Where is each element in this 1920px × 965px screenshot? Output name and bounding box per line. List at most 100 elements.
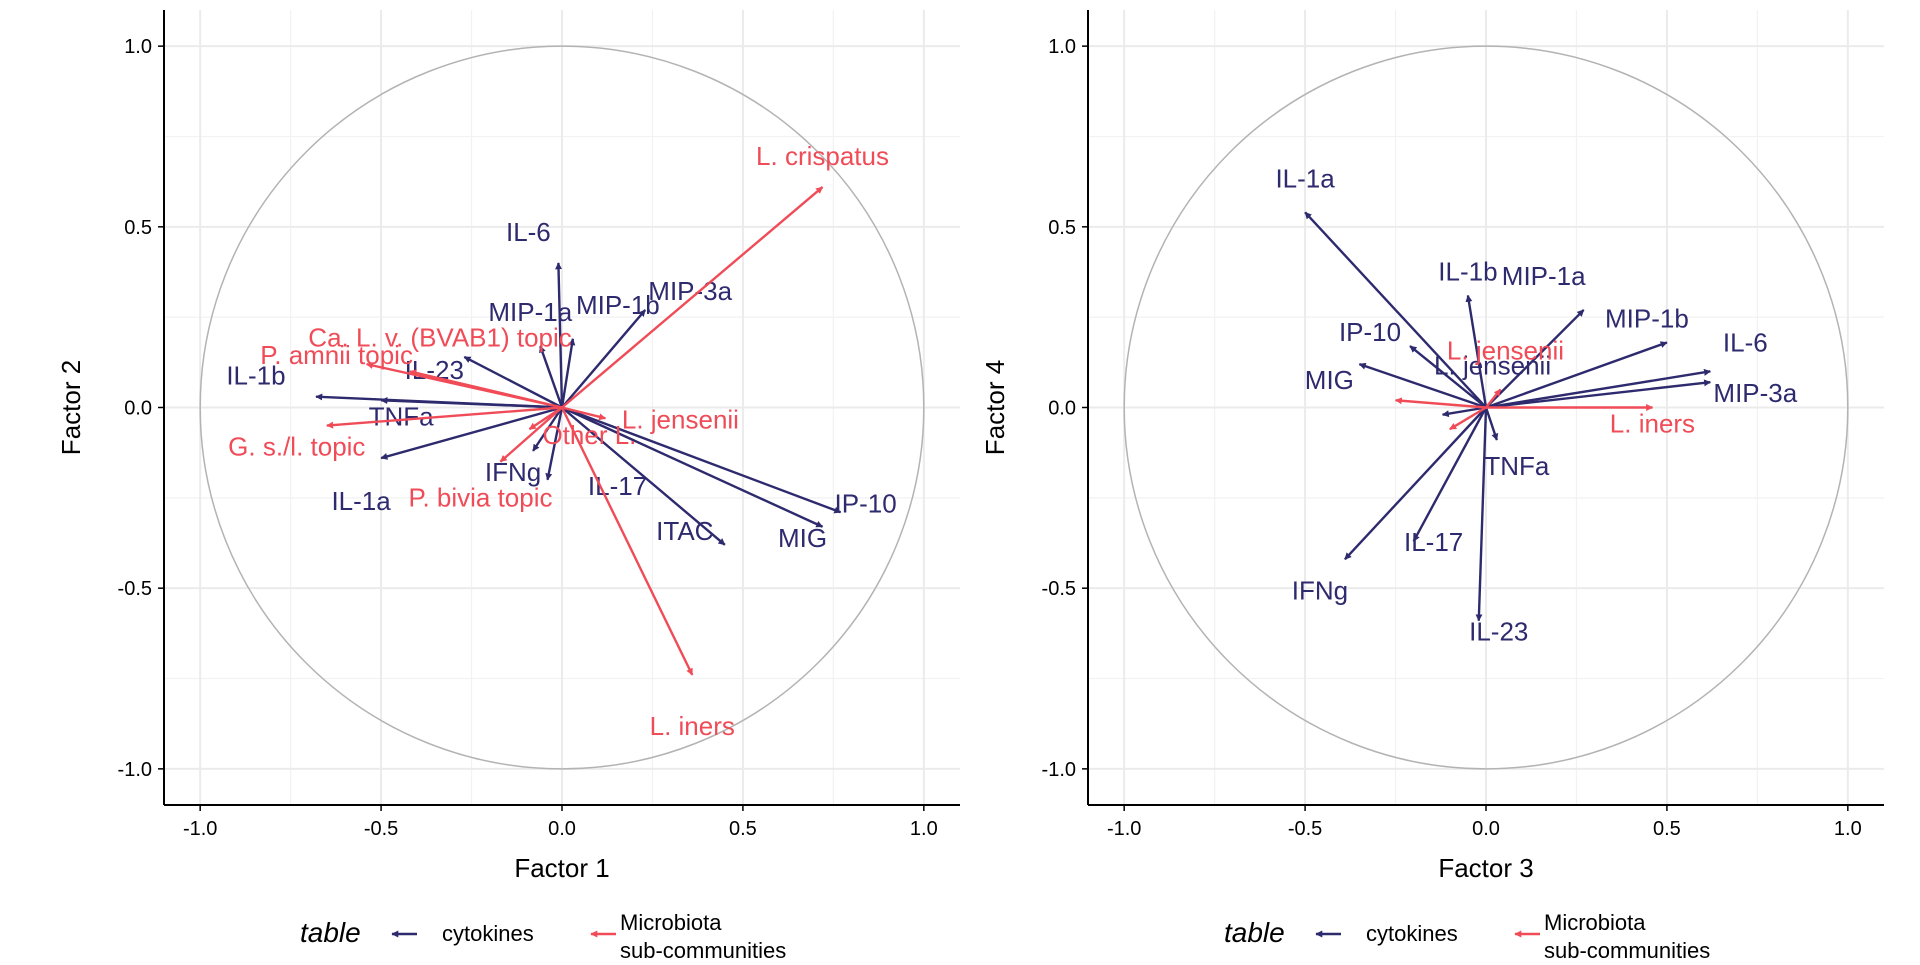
microbiota-label: Other L. — [542, 420, 636, 450]
x-tick-label: 1.0 — [1834, 818, 1862, 840]
legend-label-cytokines: cytokines — [1366, 921, 1458, 946]
plot-panel-2: -1.0 -0.5 0.0 0.5 1.0 -1.0 -0.5 0.0 0.5 1.0 Factor… — [980, 10, 1884, 963]
cytokine-label: TNFa — [369, 401, 435, 431]
microbiota-label: L. iners — [650, 711, 735, 741]
cytokine-label: ITAC — [656, 516, 713, 546]
cytokine-label: IL-1a — [331, 486, 391, 516]
cytokine-label: IL-6 — [1723, 327, 1768, 357]
x-tick-label: 0.0 — [548, 818, 576, 840]
cytokine-arrow — [1484, 407, 1499, 441]
cytokine-label: IL-1b — [1438, 256, 1497, 286]
y-tick-label: 1.0 — [124, 36, 152, 58]
cytokine-arrow — [1485, 309, 1585, 409]
microbiota-arrow — [561, 186, 824, 409]
legend-label-cytokines: cytokines — [442, 921, 534, 946]
cytokine-arrow — [1409, 345, 1487, 409]
microbiota-arrow — [499, 406, 563, 463]
unit-circle — [1123, 45, 1849, 770]
cytokine-label: MIP-1b — [1605, 303, 1689, 333]
y-tick-label: 1.0 — [1048, 36, 1076, 58]
cytokine-arrow — [1475, 407, 1488, 622]
y-axis-title: Factor 4 — [980, 360, 1010, 455]
y-tick-label: -0.5 — [1042, 578, 1076, 600]
microbiota-arrow — [561, 406, 607, 421]
x-tick-label: -0.5 — [1288, 818, 1322, 840]
microbiota-label: Ca. L. v. (BVAB1) topic — [308, 322, 571, 352]
y-axis-title: Factor 2 — [56, 360, 86, 455]
microbiota-label: L. jensenii — [622, 404, 739, 434]
cytokine-arrow — [1412, 406, 1488, 542]
cytokine-arrow — [1485, 368, 1712, 409]
y-tick-label: -1.0 — [118, 759, 152, 781]
cytokine-label: MIP-1b — [576, 290, 660, 320]
cytokine-label: IL-17 — [1404, 527, 1463, 557]
cytokine-arrow — [1485, 341, 1668, 409]
cytokine-arrow — [561, 309, 647, 409]
microbiota-arrow — [1449, 406, 1487, 431]
cytokine-label: MIG — [1305, 365, 1354, 395]
cytokine-arrow — [380, 406, 563, 460]
cytokine-arrow — [561, 406, 842, 514]
microbiota-label: L. jensenii — [1447, 335, 1564, 365]
microbiota-arrow — [409, 369, 563, 409]
y-tick-label: -0.5 — [118, 578, 152, 600]
legend-label-microbiota-line2: sub-communities — [620, 938, 786, 960]
x-tick-label: 0.0 — [1472, 818, 1500, 840]
x-tick-label: 1.0 — [910, 818, 938, 840]
cytokine-arrow — [463, 355, 563, 409]
cytokine-label: IL-6 — [506, 217, 551, 247]
cytokine-label: IL-23 — [1469, 617, 1528, 647]
microbiota-label: L. iners — [1610, 409, 1695, 439]
cytokine-arrow — [1441, 406, 1487, 418]
x-tick-label: 0.5 — [1653, 818, 1681, 840]
cytokine-arrow — [545, 407, 564, 481]
cytokine-label: MIP-3a — [1713, 378, 1797, 408]
cytokine-label: IP-10 — [1339, 317, 1401, 347]
cytokine-arrow — [555, 262, 564, 408]
legend-title: table — [1224, 917, 1285, 948]
microbiota-arrow — [1485, 388, 1502, 409]
microbiota-label: G. s./l. topic — [228, 432, 365, 462]
y-tick-label: 0.5 — [1048, 217, 1076, 239]
cytokine-arrow — [1304, 211, 1487, 409]
plot-panel-1: -1.0 -0.5 0.0 0.5 1.0 -1.0 -0.5 0.0 0.5 1.0 Factor… — [56, 10, 960, 963]
microbiota-arrow — [1394, 397, 1487, 409]
unit-circle — [199, 45, 925, 770]
cytokine-label: IP-10 — [835, 488, 897, 518]
cytokine-arrow — [560, 338, 576, 408]
cytokine-label: MIP-1a — [488, 297, 572, 327]
cytokine-arrow — [1485, 379, 1712, 409]
microbiota-label: P. bivia topic — [408, 483, 552, 513]
cytokine-arrow — [561, 406, 726, 546]
x-tick-label: -0.5 — [364, 818, 398, 840]
microbiota-arrow — [560, 406, 694, 676]
y-tick-label: 0.0 — [1048, 398, 1076, 420]
microbiota-label: L. crispatus — [756, 141, 889, 171]
x-tick-label: -1.0 — [183, 818, 217, 840]
legend-title: table — [300, 917, 361, 948]
cytokine-label: IFNg — [485, 457, 541, 487]
legend: table cytokines Microbiota sub-communities — [300, 910, 786, 963]
x-axis-title: Factor 3 — [1438, 853, 1533, 883]
cytokine-label: IFNg — [1292, 575, 1348, 605]
cytokine-arrow — [1465, 294, 1488, 408]
microbiota-arrow — [326, 406, 563, 429]
cytokine-arrow — [539, 345, 564, 408]
legend-label-microbiota-line1: Microbiota — [620, 910, 722, 935]
cytokine-label: IL-23 — [405, 355, 464, 385]
cytokine-arrow — [532, 406, 563, 452]
cytokine-label: MIG — [778, 523, 827, 553]
legend-label-microbiota-line2: sub-communities — [1544, 938, 1710, 960]
x-axis-title: Factor 1 — [514, 853, 609, 883]
cytokine-label: MIP-3a — [648, 276, 732, 306]
cytokine-arrow — [380, 397, 563, 409]
y-tick-label: 0.0 — [124, 398, 152, 420]
x-tick-label: 0.5 — [729, 818, 757, 840]
cytokine-arrow — [1358, 362, 1487, 409]
cytokine-arrow — [561, 406, 824, 528]
cytokine-arrow — [1344, 406, 1487, 561]
y-tick-label: 0.5 — [124, 217, 152, 239]
cytokine-label: IL-1a — [1275, 163, 1335, 193]
